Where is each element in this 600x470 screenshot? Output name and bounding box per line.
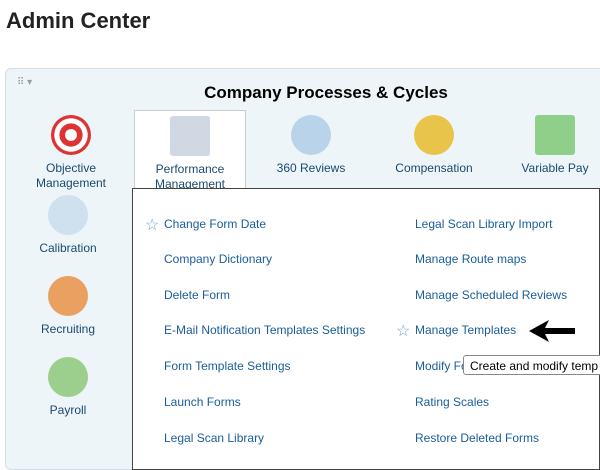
tooltip: Create and modify temp [463, 355, 600, 375]
tile-objective-management[interactable]: Objective Management [16, 115, 126, 191]
tile-calibration[interactable]: Calibration [13, 195, 123, 256]
performance-management-menu [132, 188, 600, 470]
menu-item[interactable]: Legal Scan Library Import [415, 217, 553, 231]
calibration-icon [48, 195, 88, 235]
tile-performance-management[interactable]: Performance Management [134, 110, 246, 196]
panel-title: Company Processes & Cycles [204, 83, 448, 102]
menu-item[interactable]: Restore Deleted Forms [415, 431, 540, 445]
recruiting-icon [48, 276, 88, 316]
menu-item[interactable]: Rating Scales [415, 395, 490, 409]
target-icon [51, 115, 91, 155]
coins-icon [414, 115, 454, 155]
menu-item[interactable]: Form Template Settings [164, 359, 291, 373]
grip-menu-icon[interactable]: ⠿ ▾ [17, 77, 33, 88]
tile-variable-pay[interactable]: Variable Pay [500, 115, 600, 176]
menu-item[interactable]: Legal Scan Library [164, 431, 265, 445]
arrow-pointer-icon [529, 320, 575, 342]
menu-item[interactable]: Company Dictionary [164, 252, 273, 266]
tile-payroll[interactable]: Payroll [13, 357, 123, 418]
chart-money-icon [535, 115, 575, 155]
people-icon [291, 115, 331, 155]
menu-item[interactable]: Launch Forms [164, 395, 241, 409]
star-icon[interactable]: ☆ [145, 217, 160, 234]
tile-360-reviews[interactable]: 360 Reviews [256, 115, 366, 176]
document-pen-icon [170, 116, 210, 156]
menu-item-manage-templates[interactable]: Manage Templates [415, 323, 517, 337]
tile-compensation[interactable]: Compensation [379, 115, 489, 176]
payroll-icon [48, 357, 88, 397]
tile-recruiting[interactable]: Recruiting [13, 276, 123, 337]
menu-item[interactable]: Manage Route maps [415, 252, 527, 266]
menu-item[interactable]: Delete Form [164, 288, 231, 302]
menu-item[interactable]: Manage Scheduled Reviews [415, 288, 568, 302]
menu-item[interactable]: Change Form Date [164, 217, 267, 231]
menu-item[interactable]: E-Mail Notification Templates Settings [164, 323, 366, 337]
page-title: Admin Center [6, 8, 151, 33]
star-icon[interactable]: ☆ [396, 323, 411, 340]
menu-item[interactable]: Modify Fo [415, 359, 468, 373]
